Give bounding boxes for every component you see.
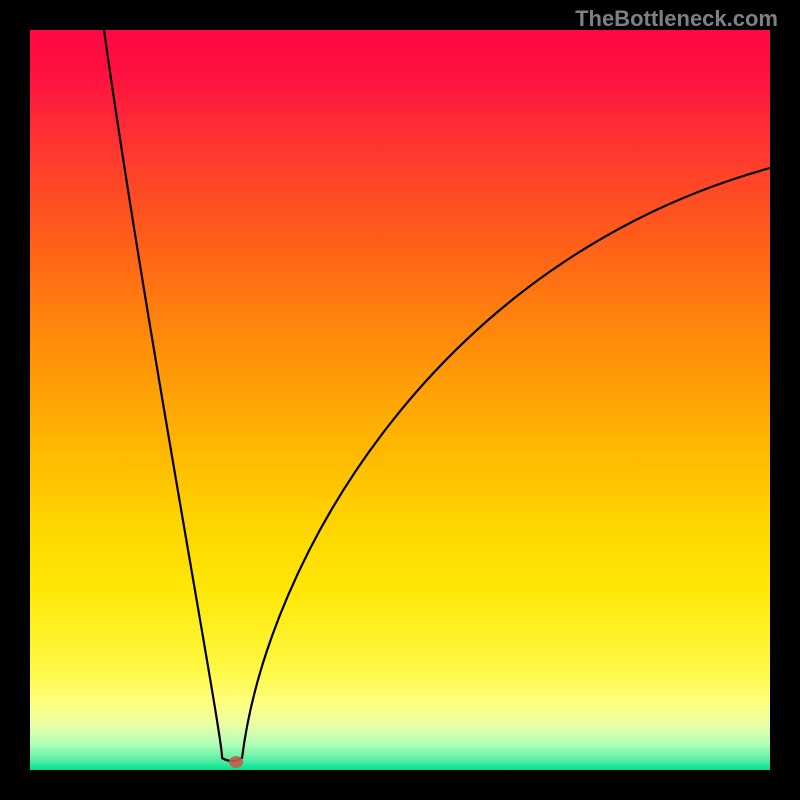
optimal-point-marker <box>229 756 243 768</box>
watermark-text: TheBottleneck.com <box>575 6 778 32</box>
chart-container: TheBottleneck.com <box>0 0 800 800</box>
plot-gradient-background <box>30 30 770 770</box>
